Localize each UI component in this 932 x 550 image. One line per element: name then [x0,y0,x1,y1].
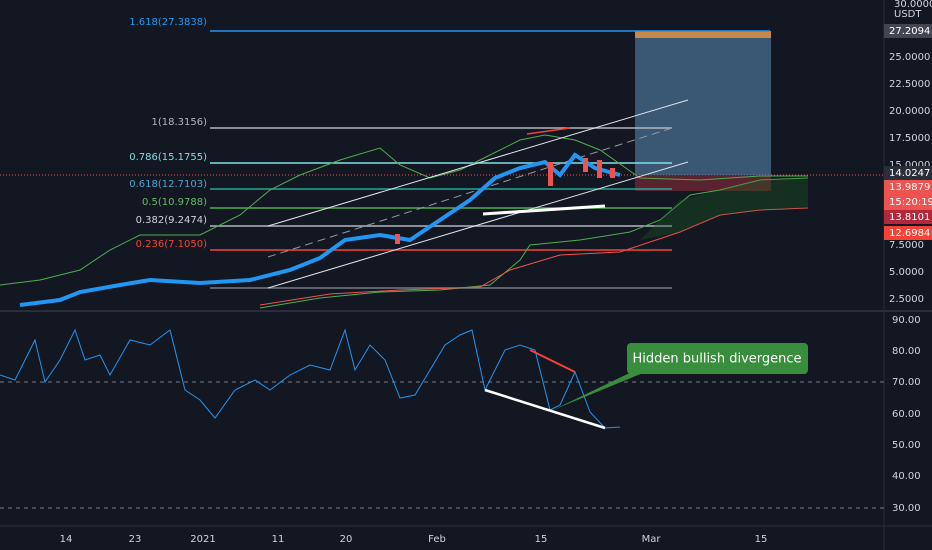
price-tag-text: 13.8101 [889,212,930,223]
target-zone [635,31,771,175]
divergence-line [484,388,606,430]
price-axis-label: 25.0000 [889,52,930,63]
price-tag [884,226,932,240]
price-tag [884,166,932,180]
time-axis-label: 11 [272,534,285,545]
price-tag-text: 27.2094 [889,26,930,37]
fib-label: 1.618(27.3838) [129,17,207,28]
price-tag [884,24,932,38]
channel [267,99,689,289]
price-tag [884,210,932,224]
price-axis-label: 22.5000 [889,79,930,90]
price-tag-text: 13.9879 [889,182,930,193]
time-axis-label: 14 [60,534,73,545]
price-axis-label: 30.0000 [894,0,932,10]
annotation-box [627,343,808,374]
rsi-axis-label: 50.00 [892,440,921,451]
time-axis-label: Feb [428,534,446,545]
time-axis-label: 2021 [190,534,215,545]
time-axis-label: 23 [129,534,142,545]
price-tag-text: 12.6984 [889,228,930,239]
rsi-axis-label: 90.00 [892,315,921,326]
price-candles [19,152,621,307]
time-axis-label: 15 [535,534,548,545]
annotation-text: Hidden bullish divergence [632,352,801,367]
fib-label: 0.382(9.2474) [136,215,208,226]
rsi-axis-label: 80.00 [892,346,921,357]
fib-label: 0.236(7.1050) [136,239,208,250]
price-countdown: 15:20:19 [889,197,932,208]
fib-label: 0.618(12.7103) [129,179,207,190]
target-cap [635,31,771,38]
fib-label: 0.5(10.9788) [142,197,207,208]
price-tag-text: 14.0247 [889,168,930,179]
price-axis-label: 2.5000 [889,294,924,305]
rsi-axis-label: 30.00 [892,503,921,514]
time-axis-label: Mar [642,534,662,545]
bear-candles [395,158,615,244]
price-axis-label: 15.0000 [889,160,930,171]
callout-pointer [553,368,655,410]
fib-label: 1(18.3156) [151,117,207,128]
time-axis-label: 20 [340,534,353,545]
rsi-axis-label: 70.00 [892,377,921,388]
price-axis-unit: USDT [894,9,922,20]
indicator-lines [0,134,809,309]
divergence-line [529,349,576,373]
time-axis-label: 15 [755,534,768,545]
fib-label: 0.786(15.1755) [129,152,207,163]
price-axis-label: 20.0000 [889,106,930,117]
price-tag [884,180,932,210]
price-axis-label: 7.5000 [889,240,924,251]
price-axis-label: 5.0000 [889,267,924,278]
rsi-axis-label: 60.00 [892,409,921,420]
rsi-line [0,328,621,429]
rsi-axis-label: 40.00 [892,471,921,482]
price-axis-label: 17.5000 [889,133,930,144]
